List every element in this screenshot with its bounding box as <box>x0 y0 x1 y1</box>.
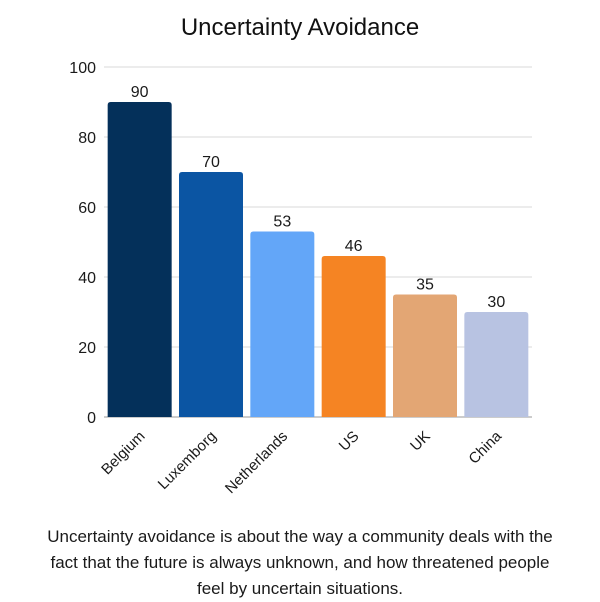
data-label-belgium: 90 <box>131 84 149 101</box>
y-tick-label: 100 <box>69 60 96 77</box>
y-tick-label: 80 <box>78 130 96 147</box>
x-tick-label-belgium: Belgium <box>98 428 148 478</box>
y-tick-label: 60 <box>78 200 96 217</box>
y-tick-label: 40 <box>78 270 96 287</box>
x-tick-label-uk: UK <box>407 428 434 455</box>
data-labels: 90 70 53 46 35 30 <box>131 84 506 311</box>
bar-china <box>464 312 529 417</box>
bar-belgium <box>107 102 172 417</box>
y-tick-label: 20 <box>78 340 96 357</box>
bar-netherlands <box>250 231 315 417</box>
y-tick-label: 0 <box>87 410 96 427</box>
bar-us <box>321 256 386 417</box>
bar-uk <box>393 294 457 417</box>
x-tick-label-us: US <box>336 428 363 455</box>
data-label-us: 46 <box>345 238 363 255</box>
y-axis-ticks: 0 20 40 60 80 100 <box>69 60 96 427</box>
x-tick-label-china: China <box>465 427 505 467</box>
x-tick-label-luxemborg: Luxemborg <box>155 428 220 493</box>
x-axis-ticks: Belgium Luxemborg Netherlands US UK China <box>98 427 505 497</box>
bars <box>107 102 529 417</box>
chart-caption: Uncertainty avoidance is about the way a… <box>47 527 553 598</box>
bar-luxemborg <box>179 172 243 417</box>
data-label-netherlands: 53 <box>273 214 291 231</box>
data-label-china: 30 <box>487 294 505 311</box>
x-tick-label-netherlands: Netherlands <box>222 428 291 497</box>
chart-title: Uncertainty Avoidance <box>180 14 420 41</box>
data-label-uk: 35 <box>416 277 434 294</box>
data-label-luxemborg: 70 <box>202 154 220 171</box>
bar-chart: 0 20 40 60 80 100 90 70 53 46 35 30 Belgium Luxembo… <box>69 60 532 497</box>
gridlines <box>104 66 532 418</box>
